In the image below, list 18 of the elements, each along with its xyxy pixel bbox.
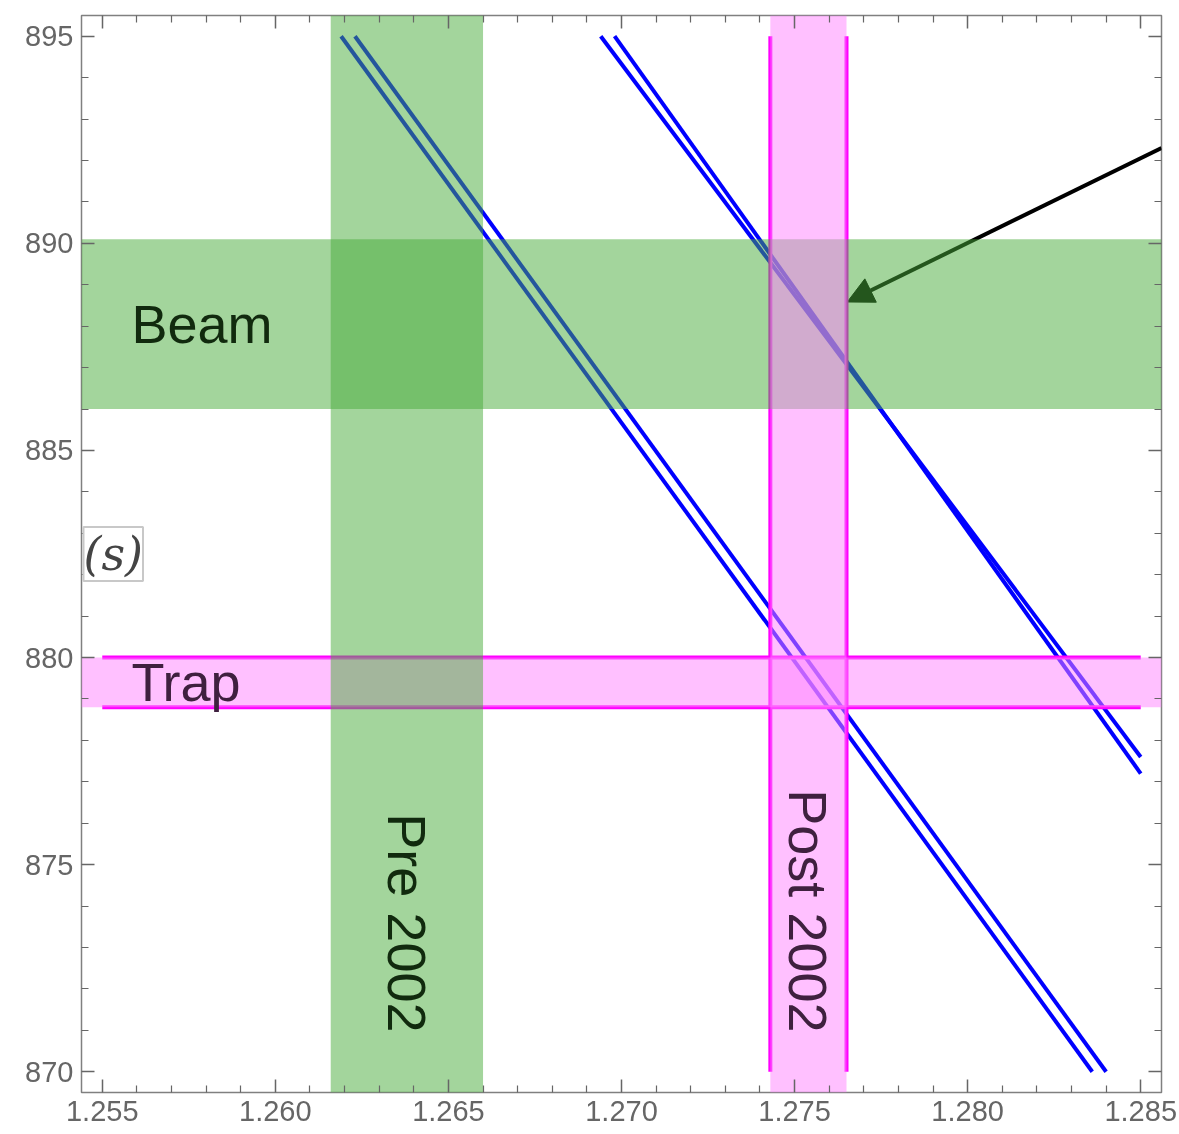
y-tick-label: 870 (25, 1055, 74, 1088)
band-label: Post 2002 (778, 789, 839, 1033)
x-tick-label: 1.265 (412, 1094, 485, 1127)
x-tick-label: 1.260 (239, 1094, 312, 1127)
y-tick-label: 895 (25, 20, 74, 53)
y-tick-label: 875 (25, 848, 74, 881)
x-tick-label: 1.275 (758, 1094, 831, 1127)
x-tick-label: 1.255 (65, 1094, 139, 1127)
x-tick-label: 1.280 (931, 1094, 1004, 1127)
x-tick-label: 1.270 (585, 1094, 658, 1127)
band-label: Beam (131, 294, 273, 355)
y-tick-label: 880 (25, 641, 74, 674)
y-tick-label: 885 (25, 434, 74, 467)
y-axis-title: (s) (83, 527, 143, 581)
x-tick-label: 1.285 (1104, 1094, 1178, 1127)
band-label: Trap (131, 652, 241, 713)
band-label: Pre 2002 (376, 813, 437, 1033)
y-tick-label: 890 (25, 227, 74, 260)
